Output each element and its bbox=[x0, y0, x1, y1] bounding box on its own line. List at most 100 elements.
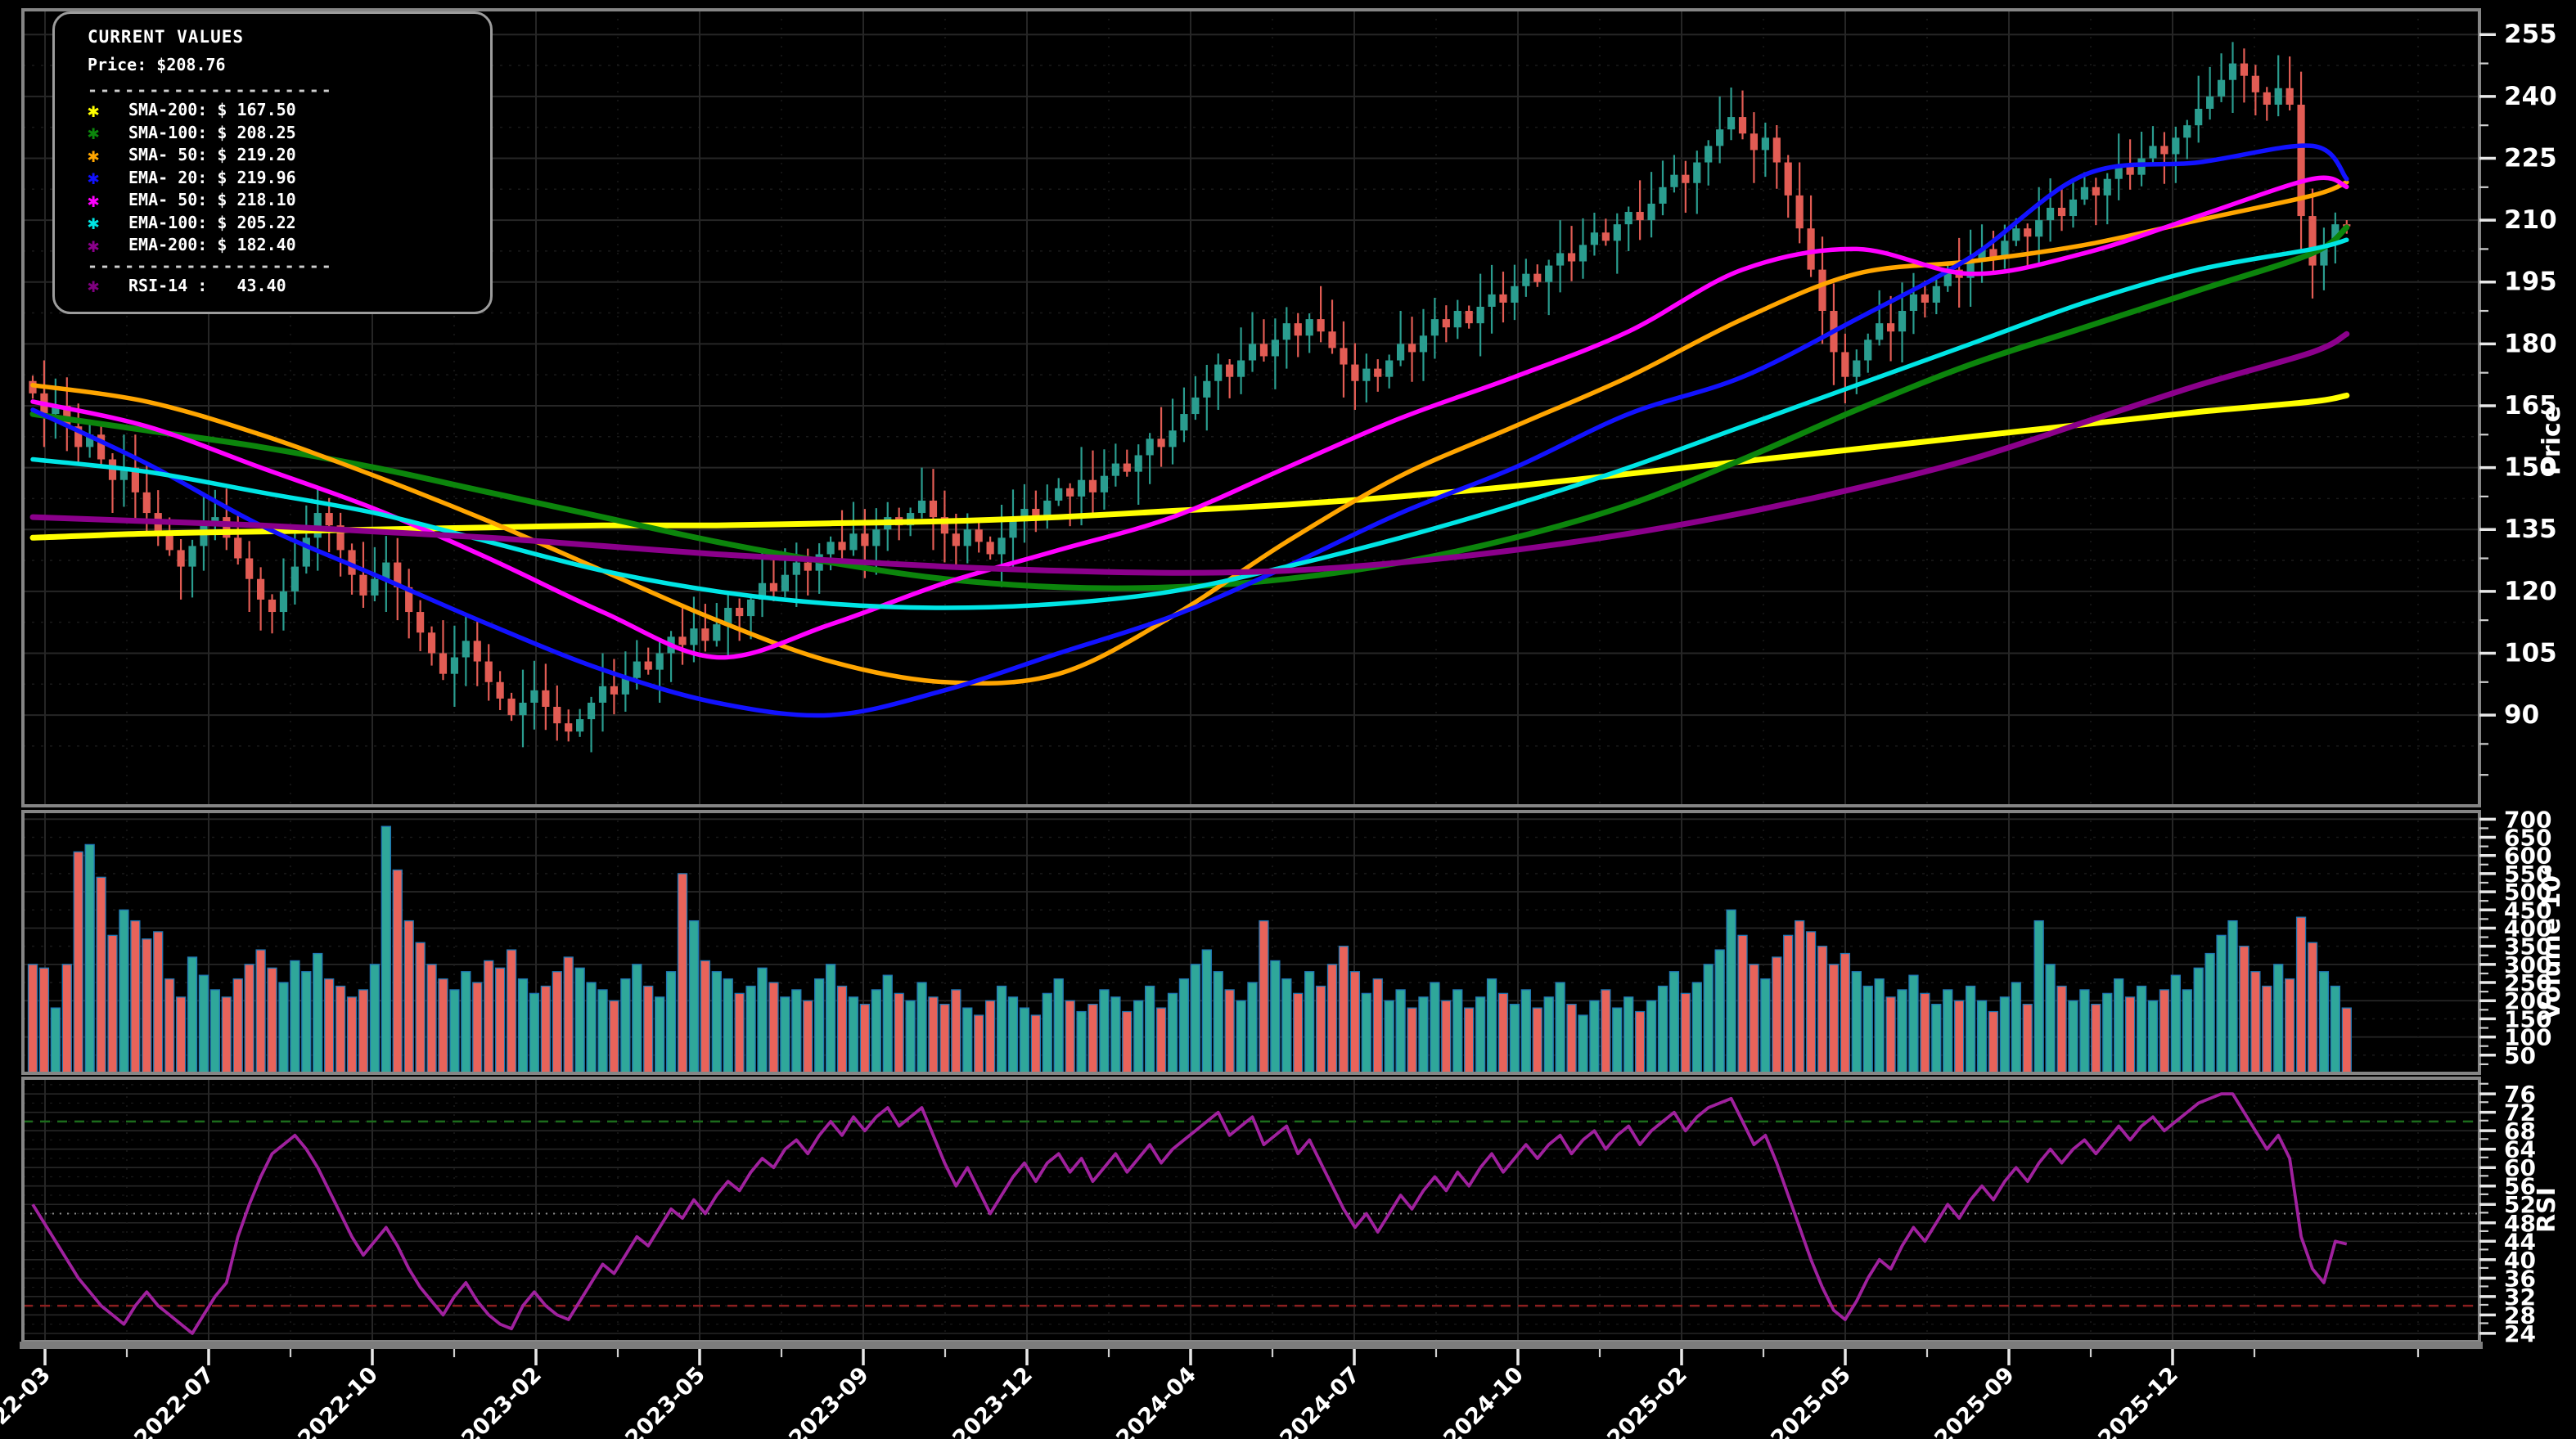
candle bbox=[450, 657, 459, 674]
candle bbox=[2126, 166, 2134, 175]
x-axis-tick-label: 2022-10 bbox=[293, 1362, 383, 1439]
candle bbox=[804, 562, 812, 571]
volume-bar bbox=[2102, 992, 2113, 1074]
volume-bar bbox=[882, 974, 893, 1074]
rsi-axis-tick-label: 32 bbox=[2504, 1284, 2536, 1311]
candle bbox=[2217, 79, 2226, 97]
candle bbox=[1705, 146, 1713, 163]
candle bbox=[1169, 430, 1177, 447]
volume-bar bbox=[609, 1000, 619, 1074]
volume-bar bbox=[939, 1004, 950, 1074]
candle bbox=[1362, 368, 1371, 381]
volume-bar bbox=[803, 1000, 813, 1074]
volume-bar bbox=[711, 971, 722, 1074]
candle bbox=[1556, 253, 1565, 266]
volume-axis-tick-label: 350 bbox=[2504, 933, 2551, 960]
volume-bar bbox=[1555, 982, 1565, 1074]
volume-bar bbox=[2022, 1004, 2033, 1074]
candle bbox=[519, 702, 527, 716]
candle bbox=[1533, 273, 1542, 282]
volume-bar bbox=[700, 960, 711, 1074]
volume-bar bbox=[1612, 1007, 1623, 1074]
volume-bar bbox=[665, 971, 677, 1074]
volume-bar bbox=[1772, 956, 1782, 1074]
volume-bar bbox=[1920, 992, 1930, 1074]
candle bbox=[1236, 360, 1245, 377]
candle bbox=[2114, 166, 2123, 179]
volume-bar bbox=[688, 920, 700, 1074]
volume-bar bbox=[1954, 1000, 1965, 1074]
volume-bar bbox=[2136, 985, 2147, 1074]
volume-bar bbox=[1464, 1007, 1475, 1074]
price-axis-tick-label: 90 bbox=[2504, 700, 2539, 730]
volume-bar bbox=[1931, 1004, 1942, 1074]
volume-bar bbox=[73, 851, 83, 1074]
volume-bar bbox=[1384, 1000, 1394, 1074]
price-axis-tick-label: 120 bbox=[2504, 577, 2557, 606]
candle bbox=[1430, 319, 1439, 336]
price-panel bbox=[29, 42, 2351, 753]
volume-bar bbox=[301, 971, 312, 1074]
volume-axis-tick-label: 500 bbox=[2504, 879, 2551, 906]
candle bbox=[1088, 479, 1097, 492]
rsi-axis-tick-label: 24 bbox=[2504, 1320, 2536, 1347]
volume-bar bbox=[1737, 934, 1748, 1074]
candle bbox=[2047, 207, 2055, 221]
candle bbox=[1442, 319, 1450, 328]
candle bbox=[1453, 311, 1461, 328]
rsi-axis-tick-label: 64 bbox=[2504, 1136, 2536, 1163]
volume-bar bbox=[381, 825, 391, 1074]
volume-bar bbox=[313, 952, 323, 1074]
volume-bar bbox=[1497, 992, 1509, 1074]
candle bbox=[2057, 207, 2066, 217]
volume-bar bbox=[1236, 1000, 1246, 1074]
candle bbox=[2092, 187, 2100, 196]
ema-100-line bbox=[30, 237, 2349, 610]
candle bbox=[462, 641, 470, 658]
candle bbox=[86, 434, 94, 447]
candle bbox=[1328, 331, 1336, 349]
candle bbox=[2274, 88, 2282, 105]
volume-bar bbox=[2204, 952, 2215, 1074]
legend-item-ema-200: ✱ EMA-200: $ 182.40 bbox=[88, 233, 296, 257]
volume-bar bbox=[1657, 985, 1669, 1074]
price-axis-tick-label: 225 bbox=[2504, 143, 2557, 173]
candle bbox=[371, 578, 379, 596]
candle bbox=[1590, 232, 1599, 245]
rsi-axis-tick-label: 52 bbox=[2504, 1191, 2536, 1218]
volume-bar bbox=[1407, 1007, 1417, 1074]
candle bbox=[2297, 104, 2305, 217]
candle bbox=[940, 517, 948, 534]
candle bbox=[1032, 509, 1040, 518]
volume-bar bbox=[1099, 989, 1110, 1074]
candle bbox=[587, 702, 596, 720]
volume-bar bbox=[1452, 989, 1463, 1074]
volume-bar bbox=[1543, 996, 1554, 1074]
candle bbox=[2286, 88, 2294, 105]
volume-bar bbox=[130, 920, 141, 1074]
volume-bar bbox=[1817, 946, 1828, 1074]
volume-bar bbox=[1338, 946, 1349, 1074]
candle bbox=[268, 599, 277, 613]
volume-bar bbox=[655, 996, 665, 1074]
price-axis-tick-label: 255 bbox=[2504, 20, 2557, 49]
candle bbox=[792, 562, 800, 575]
volume-bar bbox=[859, 1004, 871, 1074]
candle bbox=[279, 591, 288, 613]
volume-bar bbox=[324, 978, 335, 1074]
candle bbox=[724, 608, 732, 625]
candle bbox=[1738, 117, 1747, 134]
volume-bar bbox=[2045, 964, 2056, 1074]
candle bbox=[1407, 344, 1416, 353]
rsi-14-marker-icon: ✱ bbox=[88, 274, 100, 298]
volume-bar bbox=[2147, 1000, 2159, 1074]
candle bbox=[1317, 319, 1325, 332]
volume-bar bbox=[1430, 982, 1440, 1074]
candle bbox=[2103, 178, 2111, 196]
candle bbox=[1670, 174, 1678, 187]
ema-20-line bbox=[30, 143, 2349, 718]
volume-bar bbox=[1441, 1000, 1452, 1074]
candle bbox=[507, 698, 516, 716]
volume-bar bbox=[369, 964, 381, 1074]
candle bbox=[1841, 352, 1849, 377]
